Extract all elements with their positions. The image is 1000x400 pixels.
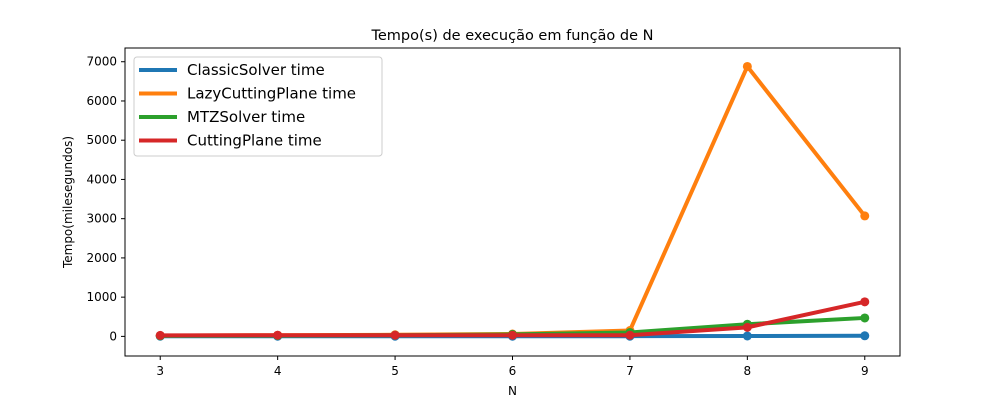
data-point <box>390 330 400 340</box>
data-point <box>273 330 283 340</box>
y-tick-label: 1000 <box>86 290 117 304</box>
x-tick-label: 5 <box>391 364 399 378</box>
data-point <box>742 322 752 332</box>
legend: ClassicSolver time LazyCuttingPlane time M… <box>133 56 383 157</box>
legend-box <box>133 56 383 157</box>
chart-title: Tempo(s) de execução em função de N <box>370 28 653 44</box>
data-point <box>742 61 752 71</box>
legend-label: ClassicSolver time <box>187 61 325 79</box>
data-point <box>860 331 870 341</box>
y-tick-label: 2000 <box>86 251 117 265</box>
x-tick-label: 9 <box>861 364 869 378</box>
y-tick-label: 0 <box>109 329 117 343</box>
x-axis-label: N <box>508 384 517 398</box>
x-tick-label: 6 <box>509 364 517 378</box>
data-point <box>742 331 752 341</box>
legend-label: CuttingPlane time <box>187 132 322 150</box>
y-tick-label: 3000 <box>86 212 117 226</box>
y-axis: 0 1000 2000 3000 4000 5000 6000 7000 <box>86 55 125 343</box>
x-axis: 3 4 5 6 7 8 9 <box>156 356 869 378</box>
legend-item: CuttingPlane time <box>139 132 322 150</box>
x-tick-label: 4 <box>274 364 282 378</box>
series-cuttingplane-time <box>155 297 870 340</box>
data-point <box>155 330 165 340</box>
plot-area <box>155 61 870 341</box>
y-tick-label: 7000 <box>86 55 117 69</box>
x-tick-label: 3 <box>156 364 164 378</box>
x-tick-label: 8 <box>744 364 752 378</box>
legend-label: MTZSolver time <box>187 108 305 126</box>
y-tick-label: 6000 <box>86 94 117 108</box>
data-point <box>860 313 870 323</box>
legend-item: LazyCuttingPlane time <box>139 85 356 103</box>
legend-item: MTZSolver time <box>139 108 305 126</box>
y-tick-label: 4000 <box>86 172 117 186</box>
legend-label: LazyCuttingPlane time <box>187 85 356 103</box>
y-tick-label: 5000 <box>86 133 117 147</box>
data-point <box>860 211 870 221</box>
legend-item: ClassicSolver time <box>139 61 325 79</box>
data-point <box>508 330 517 340</box>
data-point <box>625 330 635 340</box>
x-tick-label: 7 <box>626 364 634 378</box>
data-point <box>860 297 870 307</box>
y-axis-label: Tempo(milesegundos) <box>61 136 75 269</box>
